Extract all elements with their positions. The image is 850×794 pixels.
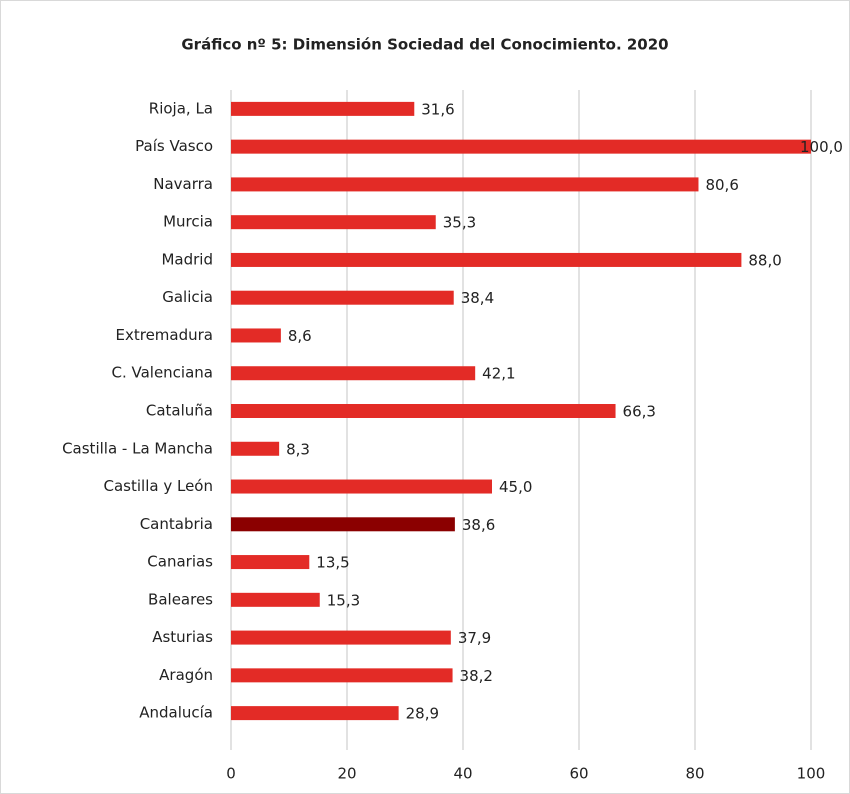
value-label: 80,6 [705, 176, 738, 194]
y-tick-label: Baleares [148, 590, 213, 608]
value-label: 37,9 [458, 629, 491, 647]
x-tick-label: 0 [226, 765, 236, 783]
bar [231, 592, 320, 607]
bar [231, 706, 399, 721]
y-tick-label: Extremadura [116, 326, 214, 344]
y-tick-label: Asturias [152, 628, 213, 646]
bar [231, 517, 455, 532]
bar [231, 252, 742, 267]
y-tick-label: Canarias [147, 553, 213, 571]
bar [231, 290, 454, 305]
value-label: 15,3 [327, 591, 360, 609]
bar [231, 479, 492, 494]
value-label: 100,0 [800, 138, 843, 156]
y-tick-label: Navarra [153, 175, 213, 193]
bar [231, 668, 453, 683]
value-label: 38,2 [460, 667, 493, 685]
bar [231, 215, 436, 230]
y-tick-label: Aragón [159, 666, 213, 684]
y-tick-label: Galicia [162, 288, 213, 306]
bar [231, 441, 280, 456]
value-label: 8,3 [286, 440, 310, 458]
y-tick-label: C. Valenciana [111, 364, 213, 382]
x-tick-label: 60 [569, 765, 588, 783]
value-label: 8,6 [288, 327, 312, 345]
bar [231, 366, 476, 381]
value-label: 38,6 [462, 516, 495, 534]
bar [231, 177, 699, 192]
chart-title: Gráfico nº 5: Dimensión Sociedad del Con… [181, 36, 668, 54]
bar [231, 139, 811, 154]
value-label: 31,6 [421, 100, 454, 118]
x-tick-label: 20 [337, 765, 356, 783]
y-tick-label: Castilla - La Mancha [62, 439, 213, 457]
x-tick-label: 80 [685, 765, 704, 783]
y-tick-label: Cantabria [140, 515, 213, 533]
bar [231, 404, 616, 418]
value-label: 35,3 [443, 214, 476, 232]
bar [231, 328, 281, 343]
value-label: 66,3 [623, 403, 656, 421]
value-label: 42,1 [482, 365, 515, 383]
x-tick-label: 100 [797, 765, 826, 783]
bar [231, 630, 451, 645]
y-tick-label: País Vasco [135, 137, 213, 155]
bar [231, 101, 415, 116]
value-label: 28,9 [406, 705, 439, 723]
y-tick-label: Castilla y León [104, 477, 213, 495]
x-tick-label: 40 [453, 765, 472, 783]
value-label: 88,0 [748, 251, 781, 269]
bar [231, 555, 310, 570]
y-tick-label: Andalucía [139, 704, 213, 722]
y-tick-label: Madrid [161, 250, 213, 268]
y-tick-label: Rioja, La [149, 99, 213, 117]
value-label: 45,0 [499, 478, 532, 496]
y-tick-label: Cataluña [146, 402, 213, 420]
value-label: 38,4 [461, 289, 494, 307]
value-label: 13,5 [316, 554, 349, 572]
y-tick-label: Murcia [163, 213, 213, 231]
